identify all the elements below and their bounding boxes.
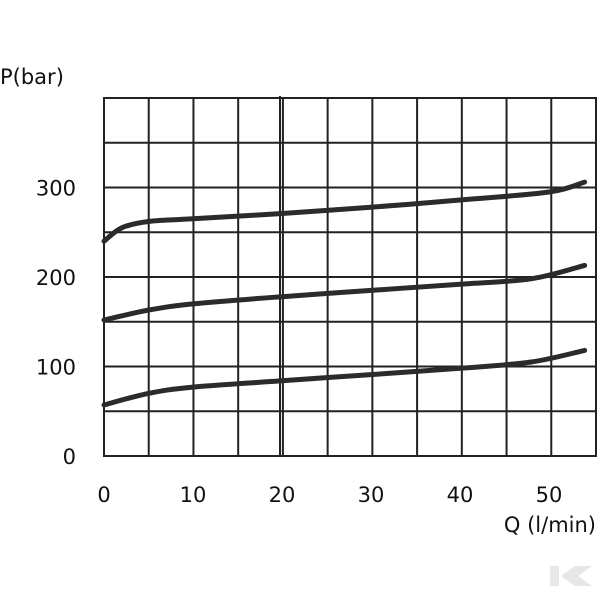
y-tick-label: 100: [36, 356, 76, 380]
y-axis-label: P(bar): [0, 65, 64, 89]
x-axis-label: Q (l/min): [504, 513, 596, 537]
y-tick-label: 200: [36, 266, 76, 290]
y-tick-label: 0: [63, 445, 76, 469]
series-line-1: [101, 179, 588, 244]
x-tick-label: 20: [269, 483, 296, 507]
x-tick-labels: 0 10 20 30 40 50: [97, 483, 562, 507]
k-logo-icon: [550, 566, 592, 586]
x-tick-label: 0: [97, 483, 110, 507]
y-tick-labels: 0 100 200 300: [36, 177, 76, 470]
x-tick-label: 30: [358, 483, 385, 507]
x-tick-label: 50: [536, 483, 563, 507]
x-tick-label: 40: [447, 483, 474, 507]
series-curves: [101, 179, 588, 408]
y-tick-label: 300: [36, 177, 76, 201]
plot-frame: [103, 97, 597, 457]
series-line-3: [101, 347, 588, 408]
chart-grid: [104, 98, 596, 456]
x-tick-label: 10: [180, 483, 207, 507]
series-line-2: [101, 262, 588, 323]
